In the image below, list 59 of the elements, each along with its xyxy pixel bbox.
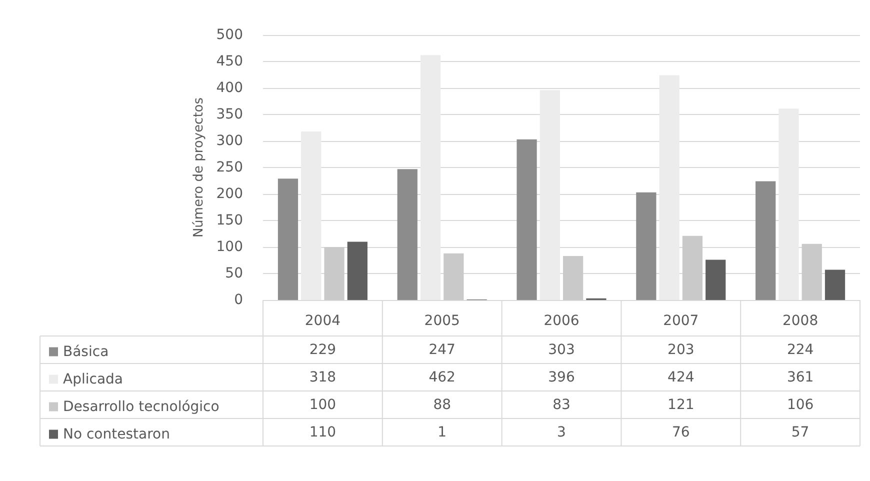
y-tick-label: 200 bbox=[216, 186, 243, 202]
legend-label: Desarrollo tecnológico bbox=[63, 398, 220, 415]
y-tick-label: 100 bbox=[216, 239, 243, 255]
bar bbox=[301, 131, 322, 300]
data-label: 462 bbox=[428, 369, 456, 386]
y-tick-label: 450 bbox=[216, 54, 243, 70]
data-label: 318 bbox=[309, 369, 336, 386]
bar bbox=[682, 236, 703, 300]
data-label: 224 bbox=[786, 342, 814, 358]
data-label: 424 bbox=[668, 369, 694, 386]
data-label: 121 bbox=[668, 396, 694, 413]
bar bbox=[420, 55, 441, 300]
data-label: 203 bbox=[668, 342, 694, 358]
bar bbox=[824, 270, 846, 300]
y-tick-label: 50 bbox=[225, 266, 243, 282]
data-label: 88 bbox=[433, 396, 452, 413]
data-label: 247 bbox=[428, 342, 456, 358]
y-tick-label: 400 bbox=[216, 80, 243, 96]
bar bbox=[516, 139, 537, 300]
x-tick-label: 2007 bbox=[663, 313, 699, 329]
y-tick-label: 500 bbox=[216, 27, 243, 43]
x-tick-label: 2006 bbox=[544, 313, 580, 329]
data-label: 100 bbox=[309, 396, 336, 413]
bar bbox=[397, 169, 418, 300]
x-tick-label: 2005 bbox=[424, 313, 460, 329]
data-label: 1 bbox=[438, 424, 447, 440]
y-axis-title: Número de proyectos bbox=[191, 97, 206, 238]
bar bbox=[802, 244, 822, 300]
data-label: 396 bbox=[548, 369, 575, 386]
bar bbox=[659, 75, 680, 300]
data-label: 361 bbox=[786, 369, 814, 386]
bar bbox=[324, 247, 344, 300]
data-label: 303 bbox=[548, 342, 575, 358]
bar bbox=[756, 181, 776, 300]
legend-label: Aplicada bbox=[63, 371, 123, 388]
bar bbox=[347, 242, 368, 300]
bar bbox=[444, 253, 464, 300]
bar bbox=[540, 90, 560, 300]
bar bbox=[778, 108, 799, 300]
bar bbox=[636, 192, 656, 300]
data-label: 229 bbox=[309, 342, 336, 358]
data-label: 110 bbox=[309, 424, 336, 440]
bar bbox=[563, 256, 584, 300]
legend-label: Básica bbox=[63, 344, 109, 360]
bar bbox=[706, 260, 726, 300]
bar bbox=[278, 178, 298, 300]
x-tick-label: 2008 bbox=[782, 313, 818, 329]
data-label: 3 bbox=[557, 424, 566, 440]
y-tick-label: 150 bbox=[216, 212, 243, 228]
legend-label: No contestaron bbox=[63, 426, 170, 442]
data-label: 76 bbox=[672, 424, 690, 440]
data-label: 106 bbox=[786, 396, 814, 413]
y-tick-label: 300 bbox=[216, 133, 243, 149]
data-label: 83 bbox=[552, 396, 570, 413]
y-tick-label: 350 bbox=[216, 106, 243, 122]
y-tick-label: 0 bbox=[234, 292, 243, 308]
y-tick-label: 250 bbox=[216, 160, 243, 176]
data-label: 57 bbox=[791, 424, 810, 440]
x-tick-label: 2004 bbox=[304, 313, 341, 329]
